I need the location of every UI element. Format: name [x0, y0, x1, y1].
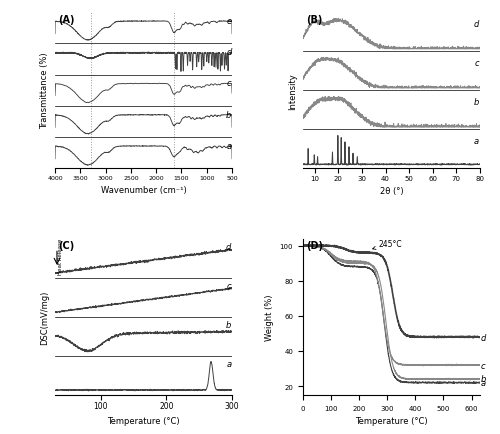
Text: (B): (B): [306, 15, 323, 25]
X-axis label: Temperature (°C): Temperature (°C): [355, 416, 428, 425]
Y-axis label: DSC(mV/mg): DSC(mV/mg): [40, 290, 50, 344]
Y-axis label: Weight (%): Weight (%): [265, 294, 274, 340]
X-axis label: 2θ (°): 2θ (°): [380, 187, 404, 196]
Text: (A): (A): [58, 15, 75, 25]
Text: b: b: [226, 110, 232, 119]
X-axis label: Temperature (°C): Temperature (°C): [107, 416, 180, 425]
Text: a: a: [474, 137, 479, 146]
Text: d: d: [480, 333, 486, 342]
Text: 245°C: 245°C: [372, 239, 402, 250]
Text: e: e: [226, 17, 232, 26]
X-axis label: Wavenumber (cm⁻¹): Wavenumber (cm⁻¹): [100, 186, 186, 195]
Y-axis label: Intensity: Intensity: [288, 72, 298, 109]
Y-axis label: Transmittance (%): Transmittance (%): [40, 53, 50, 129]
Text: b: b: [226, 320, 232, 329]
Text: (C): (C): [58, 240, 75, 250]
Text: d: d: [226, 242, 232, 251]
Text: b: b: [474, 98, 479, 107]
Text: d: d: [474, 20, 479, 29]
Text: d: d: [226, 48, 232, 57]
Text: a: a: [226, 359, 232, 368]
Text: Heat Release: Heat Release: [58, 238, 62, 275]
Text: c: c: [227, 79, 232, 88]
Text: a: a: [480, 378, 486, 388]
Text: b: b: [480, 375, 486, 383]
Text: c: c: [480, 361, 485, 370]
Text: c: c: [474, 59, 479, 68]
Text: c: c: [227, 281, 232, 290]
Text: a: a: [226, 141, 232, 151]
Text: (D): (D): [306, 240, 324, 250]
